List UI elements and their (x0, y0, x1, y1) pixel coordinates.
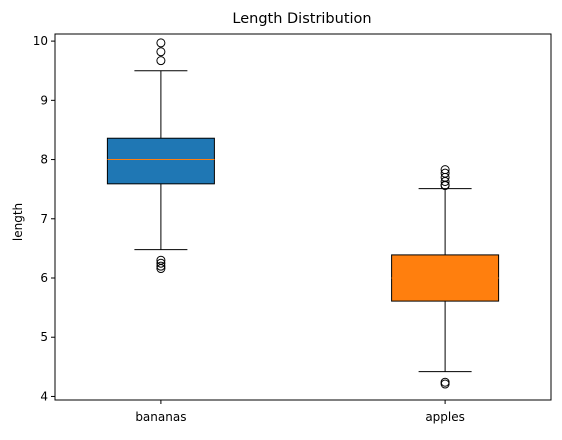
y-tick-label: 10 (33, 34, 48, 48)
y-tick-label: 7 (40, 212, 48, 226)
plot-area: 4 5 6 7 8 9 10 bananas apples (33, 34, 500, 424)
y-tick-label: 5 (40, 330, 48, 344)
box-bananas (106, 137, 215, 185)
outlier-point (156, 258, 166, 268)
outlier-point (156, 47, 166, 57)
outlier-point (440, 181, 450, 191)
outlier-point (156, 261, 166, 271)
axes-frame (54, 33, 552, 401)
outlier-point (156, 56, 166, 66)
outlier-point (440, 176, 450, 186)
y-axis-label: length (11, 203, 25, 241)
outlier-point (440, 377, 450, 387)
outlier-point (156, 38, 166, 48)
outlier-point (156, 264, 166, 274)
outlier-point (440, 379, 450, 389)
y-tick-label: 6 (40, 271, 48, 285)
y-tick-label: 9 (40, 93, 48, 107)
y-tick-label: 4 (40, 389, 48, 403)
chart-title: Length Distribution (232, 11, 371, 27)
x-tick-label: apples (425, 410, 465, 424)
x-tick-label: bananas (135, 410, 186, 424)
y-tick-label: 8 (40, 153, 48, 167)
